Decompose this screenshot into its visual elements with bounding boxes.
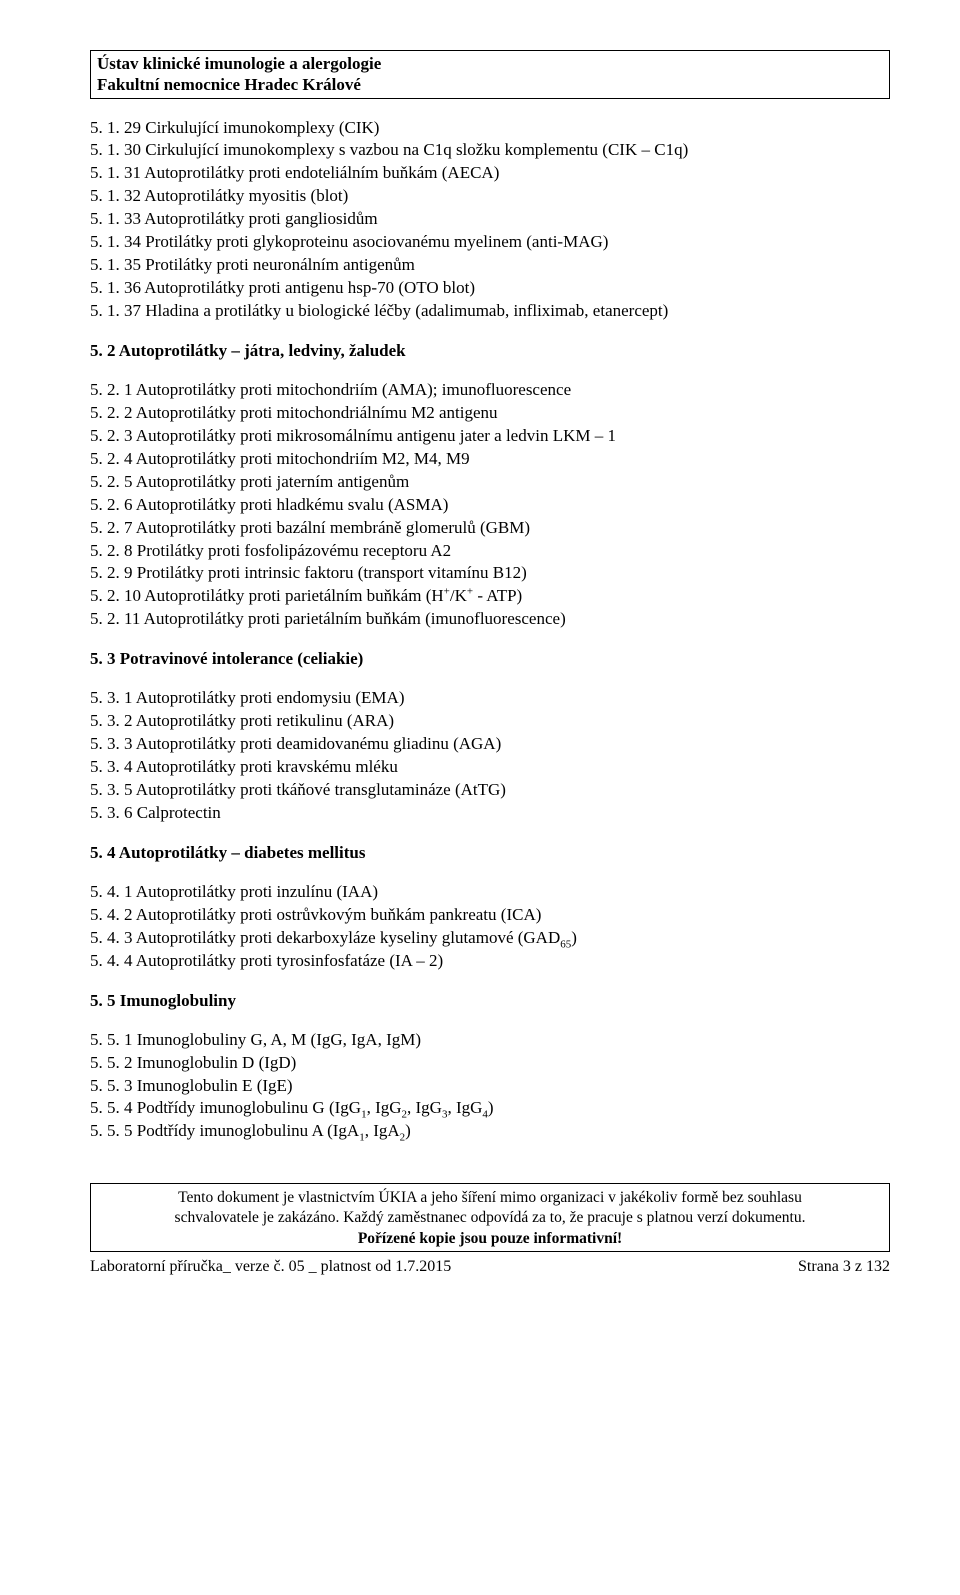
toc-item: 5. 1. 33 Autoprotilátky proti gangliosid… (90, 208, 890, 231)
footer-notice-line: schvalovatele je zakázáno. Každý zaměstn… (99, 1208, 881, 1228)
heading-5-5: 5. 5 Imunoglobuliny (90, 991, 890, 1011)
toc-item: 5. 5. 1 Imunoglobuliny G, A, M (IgG, IgA… (90, 1029, 890, 1052)
toc-item: 5. 1. 30 Cirkulující imunokomplexy s vaz… (90, 139, 890, 162)
toc-item: 5. 5. 4 Podtřídy imunoglobulinu G (IgG1,… (90, 1097, 890, 1120)
toc-item: 5. 3. 5 Autoprotilátky proti tkáňové tra… (90, 779, 890, 802)
toc-item: 5. 1. 32 Autoprotilátky myositis (blot) (90, 185, 890, 208)
text: , IgG (367, 1098, 402, 1117)
toc-item: 5. 4. 1 Autoprotilátky proti inzulínu (I… (90, 881, 890, 904)
text: , IgG (447, 1098, 482, 1117)
header-box: Ústav klinické imunologie a alergologie … (90, 50, 890, 99)
text: , IgG (407, 1098, 442, 1117)
footer-notice-box: Tento dokument je vlastnictvím ÚKIA a je… (90, 1183, 890, 1251)
heading-5-2: 5. 2 Autoprotilátky – játra, ledviny, ža… (90, 341, 890, 361)
toc-item: 5. 2. 8 Protilátky proti fosfolipázovému… (90, 540, 890, 563)
toc-item: 5. 2. 6 Autoprotilátky proti hladkému sv… (90, 494, 890, 517)
page-footer: Laboratorní příručka_ verze č. 05 _ plat… (90, 1258, 890, 1276)
text: ) (405, 1121, 411, 1140)
section-5-1: 5. 1. 29 Cirkulující imunokomplexy (CIK)… (90, 117, 890, 323)
section-5-5: 5. 5. 1 Imunoglobuliny G, A, M (IgG, IgA… (90, 1029, 890, 1144)
text: , IgA (365, 1121, 400, 1140)
toc-item: 5. 2. 7 Autoprotilátky proti bazální mem… (90, 517, 890, 540)
text: 5. 5. 5 Podtřídy imunoglobulinu A (IgA (90, 1121, 359, 1140)
toc-item: 5. 1. 36 Autoprotilátky proti antigenu h… (90, 277, 890, 300)
text: 5. 2. 10 Autoprotilátky proti parietální… (90, 586, 444, 605)
text: 5. 4. 3 Autoprotilátky proti dekarboxylá… (90, 928, 560, 947)
footer-left: Laboratorní příručka_ verze č. 05 _ plat… (90, 1258, 451, 1276)
toc-item: 5. 5. 3 Imunoglobulin E (IgE) (90, 1075, 890, 1098)
toc-item: 5. 1. 34 Protilátky proti glykoproteinu … (90, 231, 890, 254)
heading-5-3: 5. 3 Potravinové intolerance (celiakie) (90, 649, 890, 669)
toc-item: 5. 3. 4 Autoprotilátky proti kravskému m… (90, 756, 890, 779)
text: /K (450, 586, 467, 605)
toc-item: 5. 1. 37 Hladina a protilátky u biologic… (90, 300, 890, 323)
section-5-3: 5. 3. 1 Autoprotilátky proti endomysiu (… (90, 687, 890, 825)
toc-item: 5. 4. 3 Autoprotilátky proti dekarboxylá… (90, 927, 890, 950)
footer-notice-bold: Pořízené kopie jsou pouze informativní! (99, 1229, 881, 1249)
toc-item: 5. 1. 35 Protilátky proti neuronálním an… (90, 254, 890, 277)
toc-item: 5. 2. 2 Autoprotilátky proti mitochondri… (90, 402, 890, 425)
heading-5-4: 5. 4 Autoprotilátky – diabetes mellitus (90, 843, 890, 863)
text: ) (488, 1098, 494, 1117)
header-line1: Ústav klinické imunologie a alergologie (97, 53, 883, 74)
toc-item: 5. 1. 29 Cirkulující imunokomplexy (CIK) (90, 117, 890, 140)
toc-item: 5. 2. 3 Autoprotilátky proti mikrosomáln… (90, 425, 890, 448)
toc-item: 5. 2. 4 Autoprotilátky proti mitochondri… (90, 448, 890, 471)
toc-item: 5. 3. 2 Autoprotilátky proti retikulinu … (90, 710, 890, 733)
toc-item: 5. 5. 2 Imunoglobulin D (IgD) (90, 1052, 890, 1075)
toc-item: 5. 2. 1 Autoprotilátky proti mitochondri… (90, 379, 890, 402)
text: ) (571, 928, 577, 947)
text: 5. 5. 4 Podtřídy imunoglobulinu G (IgG (90, 1098, 361, 1117)
toc-item: 5. 2. 10 Autoprotilátky proti parietální… (90, 585, 890, 608)
toc-item: 5. 4. 2 Autoprotilátky proti ostrůvkovým… (90, 904, 890, 927)
toc-item: 5. 3. 1 Autoprotilátky proti endomysiu (… (90, 687, 890, 710)
toc-item: 5. 1. 31 Autoprotilátky proti endoteliál… (90, 162, 890, 185)
section-5-4: 5. 4. 1 Autoprotilátky proti inzulínu (I… (90, 881, 890, 973)
toc-item: 5. 4. 4 Autoprotilátky proti tyrosinfosf… (90, 950, 890, 973)
section-5-2: 5. 2. 1 Autoprotilátky proti mitochondri… (90, 379, 890, 631)
footer-notice-line: Tento dokument je vlastnictvím ÚKIA a je… (99, 1188, 881, 1208)
toc-item: 5. 2. 9 Protilátky proti intrinsic fakto… (90, 562, 890, 585)
toc-item: 5. 3. 6 Calprotectin (90, 802, 890, 825)
toc-item: 5. 5. 5 Podtřídy imunoglobulinu A (IgA1,… (90, 1120, 890, 1143)
header-line2: Fakultní nemocnice Hradec Králové (97, 74, 883, 95)
footer-right: Strana 3 z 132 (798, 1258, 890, 1276)
toc-item: 5. 3. 3 Autoprotilátky proti deamidované… (90, 733, 890, 756)
subscript: 65 (560, 938, 571, 950)
text: - ATP) (473, 586, 522, 605)
toc-item: 5. 2. 5 Autoprotilátky proti jaterním an… (90, 471, 890, 494)
toc-item: 5. 2. 11 Autoprotilátky proti parietální… (90, 608, 890, 631)
